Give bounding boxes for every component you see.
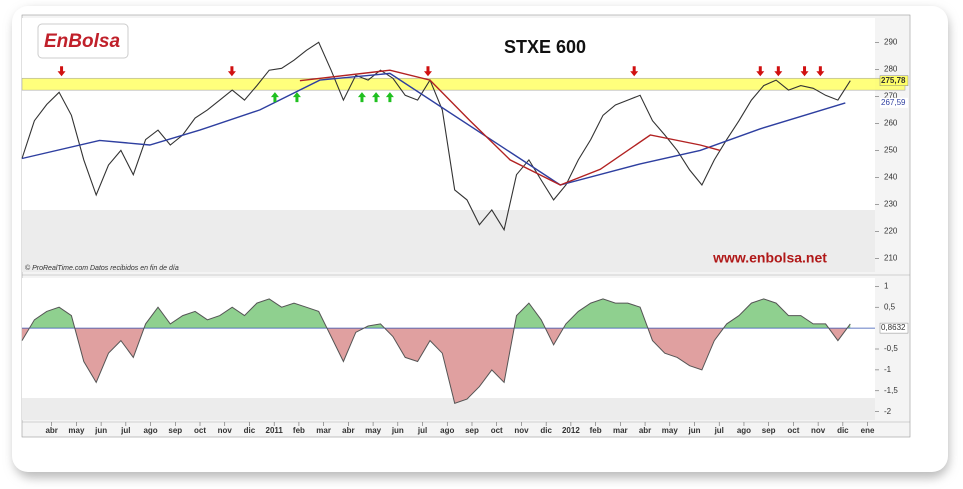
buy-arrow <box>292 92 301 103</box>
zero-tag: 0,8632 <box>881 323 906 332</box>
logo-text: EnBolsa <box>44 31 120 52</box>
y-tick-label: 0,5 <box>884 302 896 311</box>
y-tick-label: 220 <box>884 227 898 236</box>
y-tick-label: 240 <box>884 173 898 182</box>
sell-arrow <box>227 66 236 77</box>
x-tick-label: jul <box>714 426 724 435</box>
x-tick-label: abr <box>639 426 651 435</box>
x-tick-label: jun <box>688 426 701 435</box>
sell-arrow <box>57 66 66 77</box>
x-tick-label: feb <box>590 426 602 435</box>
x-tick-label: dic <box>540 426 552 435</box>
y-tick-label: 290 <box>884 37 898 46</box>
x-tick-label: jun <box>94 426 107 435</box>
buy-arrow <box>270 92 279 103</box>
x-tick-label: jun <box>391 426 404 435</box>
x-tick-label: may <box>662 426 679 435</box>
x-tick-label: dic <box>244 426 256 435</box>
x-tick-label: mar <box>613 426 628 435</box>
x-tick-label: nov <box>811 426 826 435</box>
x-tick-label: oct <box>491 426 503 435</box>
x-tick-label: nov <box>218 426 233 435</box>
logo: EnBolsa <box>37 23 129 59</box>
sell-arrow <box>756 66 765 77</box>
price-tag: 275,78 <box>881 76 906 85</box>
buy-arrow <box>372 92 381 103</box>
x-tick-label: 2012 <box>562 426 580 435</box>
x-tick-label: nov <box>514 426 529 435</box>
x-tick-label: abr <box>45 426 57 435</box>
buy-arrow <box>385 92 394 103</box>
source: © ProRealTime.com Datos recibidos en fin… <box>25 264 179 272</box>
buy-arrow <box>357 92 366 103</box>
x-tick-label: may <box>365 426 382 435</box>
x-tick-label: abr <box>342 426 354 435</box>
sell-arrow <box>423 66 432 77</box>
x-tick-label: sep <box>465 426 479 435</box>
oscillator-line <box>21 298 851 404</box>
oscillator-panel-band <box>22 398 875 420</box>
x-tick-label: mar <box>316 426 331 435</box>
x-tick-label: feb <box>293 426 305 435</box>
watermark: www.enbolsa.net <box>712 250 827 266</box>
y-tick-label: -1,5 <box>884 386 898 395</box>
y-tick-label: 210 <box>884 254 898 263</box>
x-tick-label: ene <box>861 426 875 435</box>
x-tick-label: ago <box>737 426 751 435</box>
x-tick-label: oct <box>194 426 206 435</box>
x-tick-label: sep <box>762 426 776 435</box>
moving-average <box>299 69 721 186</box>
y-tick-label: 1 <box>884 281 889 290</box>
sell-arrow <box>630 66 639 77</box>
y-tick-label: -2 <box>884 407 892 416</box>
x-tick-label: jul <box>120 426 130 435</box>
y-tick-label: 260 <box>884 118 898 127</box>
price-tag-box <box>879 75 909 86</box>
chart-title: STXE 600 <box>504 37 586 57</box>
y-tick-label: -1 <box>884 365 892 374</box>
resistance-band <box>21 77 906 91</box>
x-tick-label: dic <box>837 426 849 435</box>
y-tick-label: -0,5 <box>884 344 898 353</box>
sell-arrow <box>816 66 825 77</box>
sell-arrow <box>774 66 783 77</box>
x-tick-label: may <box>68 426 85 435</box>
logo-box <box>37 23 129 59</box>
moving-average <box>21 72 846 186</box>
negative-area <box>22 328 851 404</box>
x-tick-label: sep <box>168 426 182 435</box>
ma-tag: 267,59 <box>881 98 906 107</box>
zero-tag-box <box>879 322 909 334</box>
y-tick-label: 230 <box>884 200 898 209</box>
price-line <box>21 41 851 232</box>
x-tick-label: ago <box>440 426 454 435</box>
ma-tag-box <box>880 97 908 108</box>
y-tick-label: 280 <box>884 64 898 73</box>
sell-arrow <box>800 66 809 77</box>
price-panel-band <box>22 210 875 272</box>
x-tick-label: jul <box>417 426 427 435</box>
x-tick-label: 2011 <box>266 426 284 435</box>
x-tick-label: ago <box>143 426 157 435</box>
y-tick-label: 270 <box>884 91 898 100</box>
y-tick-label: 250 <box>884 146 898 155</box>
x-tick-label: oct <box>787 426 799 435</box>
